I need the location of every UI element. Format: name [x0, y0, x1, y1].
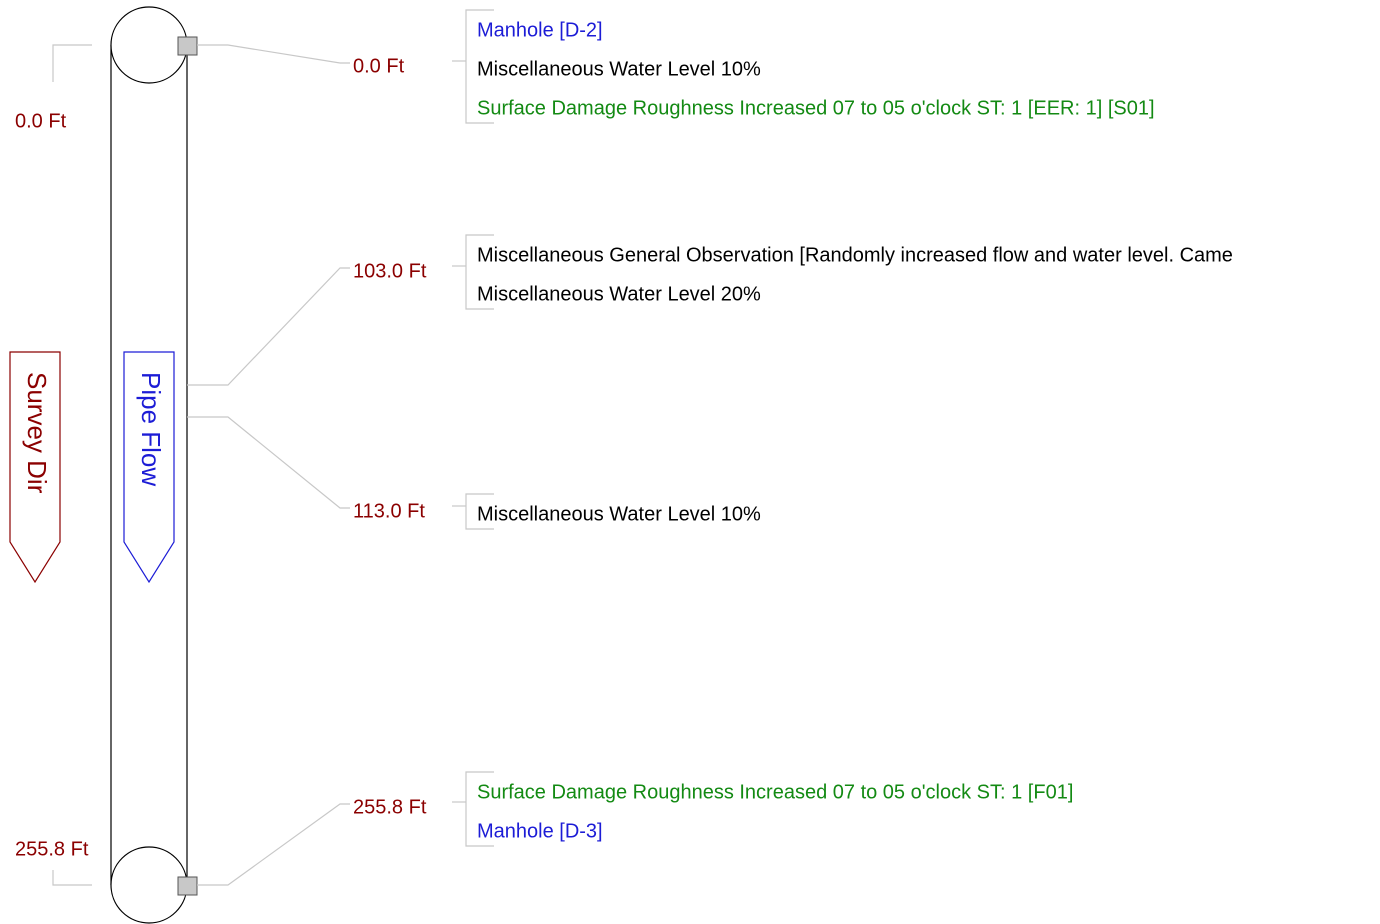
- pipe-flow-arrow: [123, 351, 175, 584]
- node-marker: [177, 876, 198, 896]
- leader-line: [187, 416, 350, 509]
- observation-text: Manhole [D-2]: [477, 19, 603, 41]
- group-bracket: [465, 493, 494, 530]
- start-bracket: [52, 44, 92, 82]
- end-bracket: [52, 870, 92, 886]
- observation-text: Miscellaneous Water Level 10%: [477, 58, 761, 80]
- leader-line: [197, 803, 350, 886]
- manhole: [110, 846, 188, 924]
- observation-text: Manhole [D-3]: [477, 820, 603, 842]
- pipe-flow-label: Pipe Flow: [136, 372, 166, 486]
- distance-label: 103.0 Ft: [353, 260, 427, 282]
- observation-text: Surface Damage Roughness Increased 07 to…: [477, 97, 1155, 119]
- group-bracket: [465, 234, 494, 310]
- distance-label: 113.0 Ft: [353, 500, 425, 522]
- observation-text: Miscellaneous General Observation [Rando…: [477, 244, 1233, 266]
- group-bracket: [465, 771, 494, 847]
- survey-dir-arrow: [9, 351, 61, 584]
- group-bracket: [465, 9, 494, 124]
- leader-line: [187, 267, 350, 386]
- leader-line: [197, 44, 350, 64]
- node-marker: [177, 36, 198, 56]
- observation-text: Miscellaneous Water Level 20%: [477, 283, 761, 305]
- observation-text: Surface Damage Roughness Increased 07 to…: [477, 781, 1073, 803]
- survey-dir-label: Survey Dir: [22, 372, 52, 494]
- end-distance: 255.8 Ft: [15, 838, 89, 860]
- manhole: [110, 6, 188, 84]
- distance-label: 0.0 Ft: [353, 55, 405, 77]
- observations: 0.0 Ft Manhole [D-2] Miscellaneous Water L…: [187, 9, 1233, 886]
- start-distance: 0.0 Ft: [15, 110, 67, 132]
- observation-text: Miscellaneous Water Level 10%: [477, 503, 761, 525]
- distance-label: 255.8 Ft: [353, 796, 427, 818]
